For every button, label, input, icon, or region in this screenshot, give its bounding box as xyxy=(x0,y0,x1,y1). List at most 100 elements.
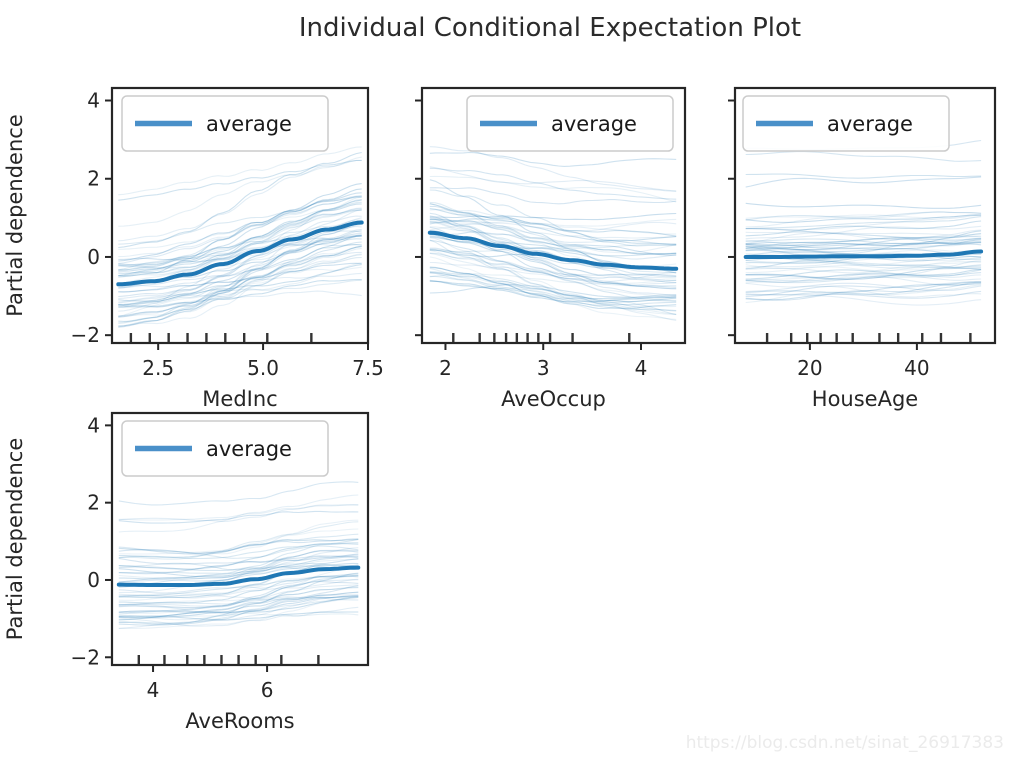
ice-line xyxy=(429,271,677,312)
ice-line xyxy=(118,553,359,575)
ice-line xyxy=(118,209,362,272)
ice-line xyxy=(745,214,982,231)
ice-line xyxy=(745,267,982,281)
ice-line xyxy=(745,242,982,247)
ice-line xyxy=(118,593,359,615)
ice-line xyxy=(118,580,359,609)
subplot-aveoccup: 2 3 4 AveOccup average xyxy=(415,86,687,411)
ice-line xyxy=(118,574,359,615)
ice-line xyxy=(745,293,982,306)
ice-line xyxy=(745,263,982,284)
ice-line xyxy=(429,218,677,255)
ice-line xyxy=(429,271,677,315)
ice-line xyxy=(429,275,677,301)
ice-line xyxy=(118,494,359,533)
ice-line xyxy=(118,565,359,583)
ice-line xyxy=(118,596,359,618)
ice-line xyxy=(118,596,359,606)
ice-line xyxy=(745,211,982,221)
ice-line xyxy=(118,562,359,571)
ice-line xyxy=(118,595,359,621)
ice-line xyxy=(429,212,677,221)
ice-line xyxy=(429,279,677,304)
ice-line xyxy=(118,290,362,303)
ice-line xyxy=(118,198,362,312)
ice-line xyxy=(118,253,362,317)
ice-line xyxy=(118,272,362,288)
ice-line xyxy=(429,240,677,290)
x-tick-label: 2.5 xyxy=(142,356,174,380)
ice-line xyxy=(118,481,359,506)
ice-line xyxy=(118,262,362,309)
ice-line xyxy=(118,235,362,263)
ice-line xyxy=(118,208,362,278)
ice-line xyxy=(118,159,362,201)
ice-line xyxy=(118,575,359,594)
ice-line xyxy=(745,281,982,297)
ice-line xyxy=(118,579,359,607)
legend: average xyxy=(466,95,674,152)
ice-line xyxy=(118,262,362,293)
ice-line xyxy=(429,205,677,255)
x-tick-label: 4 xyxy=(147,678,160,702)
ice-line xyxy=(429,239,677,316)
ice-line xyxy=(118,159,362,242)
ice-line xyxy=(745,281,982,301)
ice-line xyxy=(118,542,359,575)
rug-marks xyxy=(129,333,313,342)
ice-line xyxy=(118,591,359,619)
ice-line xyxy=(118,545,359,559)
ice-line xyxy=(118,234,362,302)
legend-box xyxy=(121,95,329,152)
ice-lines xyxy=(116,481,361,630)
ice-line xyxy=(118,612,359,621)
ice-line xyxy=(429,237,677,321)
ice-line xyxy=(745,256,982,268)
ice-lines xyxy=(427,146,679,321)
ice-line xyxy=(429,189,677,247)
ice-line xyxy=(745,252,982,274)
ice-line xyxy=(118,235,362,266)
ice-line xyxy=(429,201,677,274)
ice-line xyxy=(745,261,982,282)
ice-line xyxy=(745,239,982,250)
legend-label: average xyxy=(206,437,292,461)
ice-line xyxy=(429,284,677,298)
subplot-houseage: 20 40 HouseAge average xyxy=(728,86,997,411)
ice-line xyxy=(118,183,362,262)
ice-line xyxy=(118,278,362,307)
ice-line xyxy=(118,251,362,289)
ice-line xyxy=(745,290,982,299)
ice-line xyxy=(118,575,359,604)
average-line xyxy=(116,220,364,287)
y-tick-label: 0 xyxy=(87,568,100,592)
ice-line xyxy=(745,229,982,245)
ice-line xyxy=(429,218,677,242)
ice-line xyxy=(429,248,677,277)
legend-label: average xyxy=(551,112,637,136)
ice-line xyxy=(118,573,359,597)
ice-line xyxy=(118,151,362,249)
ice-line xyxy=(429,208,677,237)
ice-line xyxy=(118,233,362,308)
ice-line xyxy=(429,167,677,200)
ice-line xyxy=(118,595,359,626)
ice-line xyxy=(118,188,362,277)
ice-line xyxy=(118,245,362,325)
ice-line xyxy=(118,221,362,328)
ice-line xyxy=(429,247,677,290)
ice-line xyxy=(118,245,362,317)
ice-line xyxy=(118,199,362,277)
ice-line xyxy=(429,243,677,253)
ice-line xyxy=(118,595,359,614)
ice-line xyxy=(118,519,359,555)
legend-box xyxy=(466,95,674,152)
ice-line xyxy=(118,606,359,627)
ice-line xyxy=(118,547,359,594)
ice-line xyxy=(118,215,362,300)
ice-line xyxy=(745,239,982,247)
ice-line xyxy=(745,273,982,278)
x-tick-label: 7.5 xyxy=(352,356,384,380)
x-axis-label: HouseAge xyxy=(812,387,918,411)
ice-line xyxy=(745,225,982,240)
